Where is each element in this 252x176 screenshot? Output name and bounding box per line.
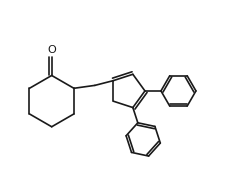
- Text: O: O: [47, 45, 56, 55]
